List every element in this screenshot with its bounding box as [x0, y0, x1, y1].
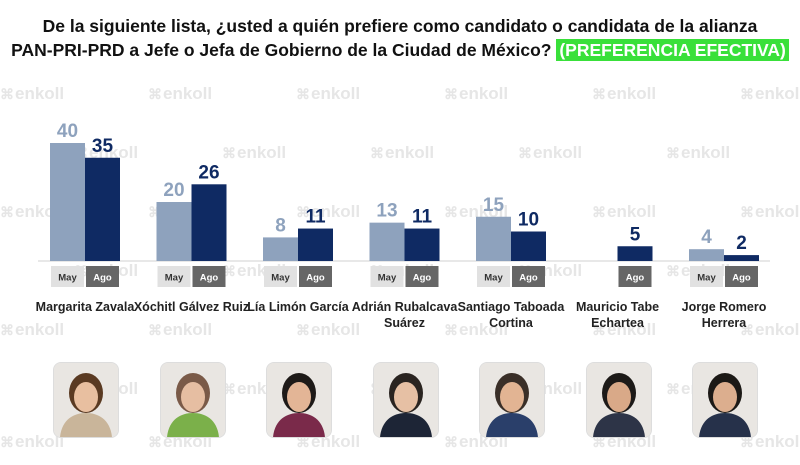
period-tab-label: Ago [93, 273, 112, 284]
period-tab-ago [86, 266, 119, 287]
title-line-1: De la siguiente lista, ¿usted a quién pr… [42, 16, 758, 36]
bar-may [50, 143, 85, 261]
bar-ago [298, 228, 333, 261]
portrait-graphic [373, 363, 438, 437]
data-label-may: 4 [701, 227, 712, 248]
bar-ago [511, 231, 546, 261]
period-tab-label: Ago [200, 273, 219, 284]
period-tab-may [370, 266, 404, 287]
period-tab-label: Ago [519, 273, 538, 284]
data-label-ago: 11 [305, 207, 326, 228]
data-label-ago: 11 [412, 207, 433, 228]
bar-may [476, 216, 511, 261]
portrait-shoulders [60, 413, 112, 437]
portrait-shoulders [379, 413, 432, 437]
data-label-ago: 10 [518, 210, 539, 231]
period-tab-may [157, 266, 191, 287]
period-tab-label: Ago [306, 273, 325, 284]
candidate-photo-icon [372, 362, 439, 438]
candidate-photo-icon [159, 362, 226, 438]
period-tab-may [51, 266, 84, 287]
preference-badge: (PREFERENCIA EFECTIVA) [556, 39, 789, 61]
data-label-may: 8 [275, 215, 286, 236]
period-tab-label: May [697, 273, 716, 284]
period-tab-may [264, 266, 297, 287]
portrait-shoulders [273, 413, 325, 437]
portrait-face [393, 382, 418, 412]
bar-ago [404, 228, 440, 261]
period-tab-may [477, 266, 510, 287]
portrait-shoulders [166, 413, 219, 437]
period-tab-ago [299, 266, 332, 287]
title-line-2-text: PAN-PRI-PRD a Jefe o Jefa de Gobierno de… [11, 40, 552, 60]
portrait-face [180, 382, 205, 412]
period-tab-ago [405, 266, 439, 287]
portrait-graphic [54, 363, 118, 437]
candidate-name: Santiago Taboada Cortina [457, 300, 565, 330]
period-tab-ago [725, 266, 758, 287]
candidate-photo-icon [692, 362, 758, 438]
bar-may [156, 202, 192, 261]
portrait-graphic [586, 363, 651, 437]
period-tab-ago [618, 266, 652, 287]
bar-may [369, 222, 405, 261]
candidate-name: Jorge Romero Herrera [681, 300, 767, 330]
period-tab-label: May [271, 273, 290, 284]
title-line-2: PAN-PRI-PRD a Jefe o Jefa de Gobierno de… [0, 38, 800, 62]
bar-ago [724, 255, 759, 261]
portrait-shoulders [592, 413, 645, 437]
period-tab-ago [512, 266, 545, 287]
period-tab-label: Ago [732, 273, 751, 284]
data-label-ago: 26 [198, 162, 219, 183]
data-label-may: 20 [163, 180, 184, 201]
candidate-photo-icon [585, 362, 652, 438]
candidate-name: Lía Limón García [247, 300, 349, 314]
portrait-graphic [693, 363, 757, 437]
period-tab-label: Ago [413, 273, 432, 284]
data-label-ago: 35 [92, 136, 114, 157]
data-label-ago: 5 [630, 224, 641, 245]
candidate-name: Adrián Rubalcava Suárez [351, 300, 458, 330]
data-label-may: 13 [376, 201, 397, 222]
bar-ago [191, 184, 227, 261]
portrait-graphic [267, 363, 331, 437]
portrait-face [500, 382, 524, 412]
candidate-photo-icon [479, 362, 545, 438]
period-tab-label: May [58, 273, 77, 284]
chart-title: De la siguiente lista, ¿usted a quién pr… [0, 14, 800, 62]
candidate-name: Mauricio Tabe Echartea [575, 300, 660, 330]
candidate-photo-icon [266, 362, 332, 438]
period-tab-ago [192, 266, 226, 287]
portrait-face [74, 382, 98, 412]
portrait-shoulders [486, 413, 538, 437]
data-label-may: 40 [57, 121, 78, 142]
period-tab-label: May [484, 273, 503, 284]
portrait-face [287, 382, 311, 412]
candidate-photo-icon [53, 362, 119, 438]
period-tab-label: May [165, 273, 184, 284]
period-tab-label: Ago [626, 273, 645, 284]
bar-ago [617, 246, 653, 261]
data-label-ago: 2 [736, 233, 747, 254]
bar-ago [85, 157, 120, 261]
period-tab-may [690, 266, 723, 287]
period-tab-label: May [378, 273, 397, 284]
candidate-name: Xóchitl Gálvez Ruiz [133, 300, 250, 314]
bar-may [263, 237, 298, 261]
portrait-graphic [160, 363, 225, 437]
portrait-shoulders [699, 413, 751, 437]
portrait-face [713, 382, 737, 412]
portrait-face [606, 382, 631, 412]
data-label-may: 15 [483, 195, 505, 216]
portrait-graphic [480, 363, 544, 437]
bar-may [689, 249, 724, 261]
candidate-name: Margarita Zavala [35, 300, 135, 314]
